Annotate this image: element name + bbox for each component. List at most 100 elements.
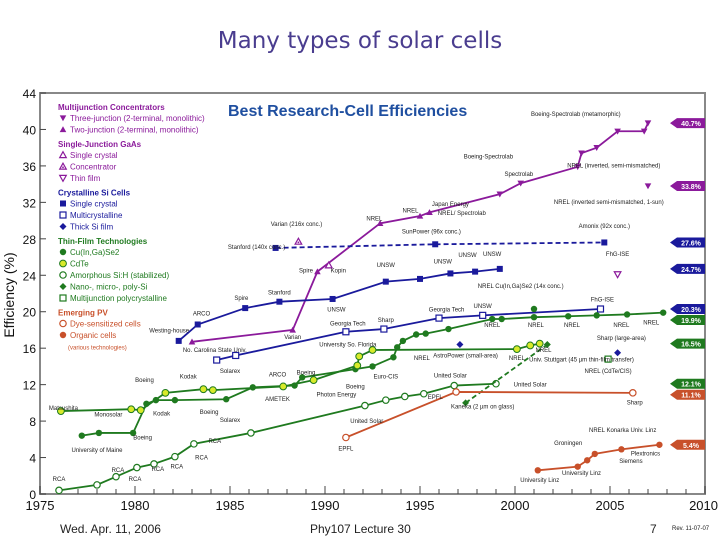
- y-tick-label: 28: [23, 233, 37, 247]
- point-annotation: ARCO: [269, 372, 287, 378]
- data-point: [456, 341, 464, 349]
- legend-marker: [59, 319, 67, 328]
- point-annotation: NREL: [366, 217, 383, 223]
- record-label: 40.7%: [670, 118, 705, 129]
- point-annotation: Spectrolab: [504, 172, 533, 178]
- point-annotation: Stanford: [268, 290, 291, 296]
- point-annotation: Stanford (140x conc.): [228, 245, 285, 251]
- revision-note: Rev. 11-07-07: [672, 526, 710, 532]
- point-annotation: Kodak: [180, 374, 198, 380]
- point-annotation: Westing-house: [149, 329, 190, 335]
- data-point: [644, 120, 652, 127]
- record-label-value: 19.9%: [681, 318, 702, 325]
- point-annotation: UNSW: [483, 252, 502, 258]
- point-annotation: Varian: [284, 335, 301, 341]
- record-label-value: 16.5%: [681, 342, 702, 349]
- data-point: [324, 260, 334, 269]
- data-point: [376, 220, 384, 226]
- legend-group-heading: Thin-Film Technologies: [58, 237, 148, 246]
- legend-group-heading: Crystalline Si Cells: [58, 189, 131, 198]
- data-point: [445, 325, 452, 333]
- data-point: [171, 396, 179, 404]
- point-annotation: Univ. Stuttgart (45 µm thin-film transfe…: [529, 358, 634, 364]
- legend-marker: [60, 200, 66, 207]
- series-cu-in-ga-se2-14x-conc-: [530, 305, 538, 313]
- record-label-tag: [670, 439, 705, 450]
- point-annotation: United Solar: [350, 419, 383, 425]
- legend-item-label: Nano-, micro-, poly-Si: [70, 283, 148, 292]
- record-label-value: 11.1%: [681, 393, 701, 400]
- point-annotation: AMETEK: [265, 397, 290, 403]
- chart-title: Best Research-Cell Efficiencies: [228, 103, 467, 120]
- point-annotation: Kaneka (2 µm on glass): [451, 404, 515, 410]
- record-label: 27.6%: [670, 237, 705, 248]
- point-annotation: University Linz: [562, 471, 601, 477]
- data-point-dot: [297, 241, 300, 244]
- data-point: [535, 339, 544, 348]
- record-label: 20.3%: [670, 303, 705, 314]
- point-annotation: RCA: [53, 477, 66, 483]
- data-point: [232, 351, 240, 360]
- series-single-crystal-si-concentrator-: [272, 239, 608, 251]
- point-annotation: AstroPower (small-area): [433, 353, 498, 359]
- legend-marker: [59, 126, 67, 133]
- data-point: [513, 345, 521, 353]
- point-annotation: Kodak: [153, 412, 171, 418]
- data-point: [644, 183, 652, 190]
- series-line: [191, 211, 430, 343]
- x-tick-label: 1990: [311, 498, 340, 513]
- data-point: [242, 305, 249, 312]
- point-annotation: Plextronics: [631, 452, 660, 458]
- point-annotation: NREL: [509, 356, 526, 362]
- data-point: [660, 309, 667, 316]
- legend-item-label: Thin film: [70, 174, 101, 183]
- data-point: [294, 237, 303, 245]
- point-annotation: ARCO: [193, 311, 211, 317]
- series-line: [465, 343, 548, 404]
- data-point: [394, 344, 401, 351]
- record-label: 16.5%: [670, 338, 705, 349]
- data-point: [390, 354, 397, 361]
- data-point: [272, 244, 279, 251]
- y-tick-label: 32: [23, 196, 37, 210]
- legend-item-label: Cu(In,Ga)Se2: [70, 248, 120, 257]
- data-point: [400, 392, 409, 401]
- record-label-tag: [670, 118, 705, 129]
- point-annotation: SunPower (96x conc.): [402, 229, 461, 235]
- point-annotation: RCA: [112, 468, 125, 474]
- record-label: 33.8%: [670, 180, 705, 191]
- y-tick-label: 16: [23, 342, 37, 356]
- data-point: [489, 315, 496, 323]
- point-annotation: FhG-ISE: [606, 252, 629, 258]
- point-annotation: UNSW: [377, 263, 396, 269]
- data-point: [276, 298, 283, 305]
- footer-course: Phy107 Lecture 30: [310, 522, 411, 536]
- point-annotation: University Linz: [520, 478, 559, 484]
- data-point: [175, 337, 182, 344]
- data-point: [452, 388, 460, 396]
- point-annotation: NREL (inverted, semi-mismatched): [567, 164, 660, 170]
- data-point: [369, 363, 376, 370]
- legend-marker: [59, 271, 67, 279]
- legend: Multijunction Concentrators Three-junctio…: [58, 103, 205, 352]
- data-point: [342, 433, 350, 442]
- data-point: [530, 313, 538, 321]
- record-label-tag: [670, 389, 705, 400]
- series-amorphous-si-h-stabilized-: [55, 379, 500, 495]
- point-annotation: Boeing: [135, 378, 154, 384]
- legend-item-label: Amorphous Si:H (stabilized): [70, 271, 169, 280]
- legend-group-heading: Emerging PV: [58, 309, 108, 318]
- data-point: [543, 341, 551, 349]
- point-annotation: NREL (CdTe/CIS): [585, 369, 632, 375]
- record-label: 19.9%: [670, 314, 705, 325]
- point-annotation: NREL: [613, 323, 630, 329]
- data-point: [628, 389, 637, 397]
- series-cdte: [57, 339, 544, 415]
- data-point: [329, 295, 336, 302]
- point-annotation: Photon Energy: [317, 392, 357, 398]
- data-point: [496, 191, 504, 198]
- data-point: [416, 212, 424, 219]
- data-point: [618, 446, 625, 453]
- data-point: [526, 341, 535, 350]
- record-label-tag: [670, 237, 705, 248]
